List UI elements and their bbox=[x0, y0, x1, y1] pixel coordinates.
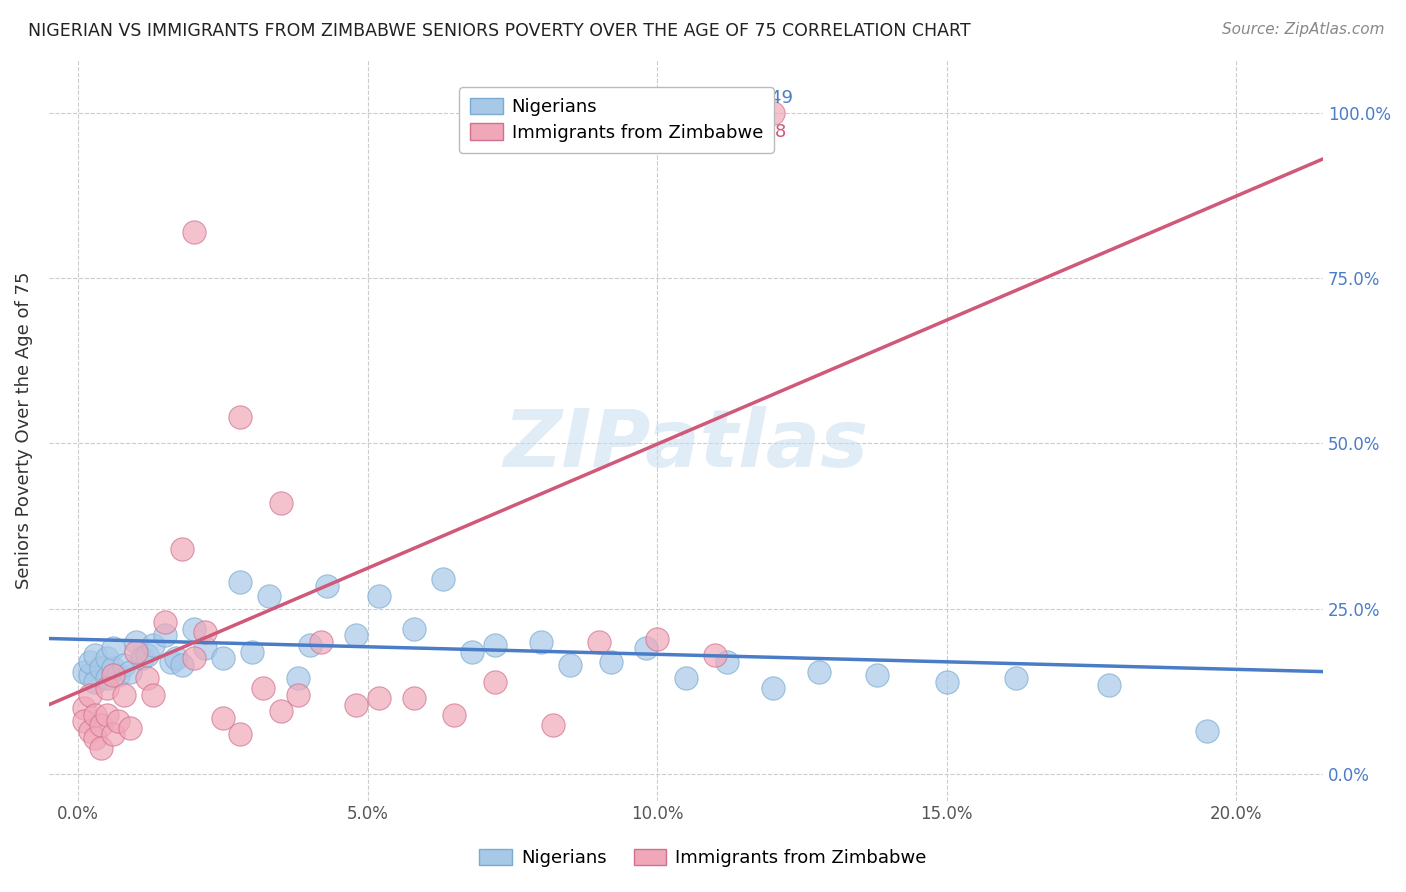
Point bbox=[645, 632, 668, 646]
Point bbox=[96, 707, 118, 722]
Point bbox=[530, 635, 553, 649]
Point bbox=[316, 578, 339, 592]
Legend: Nigerians, Immigrants from Zimbabwe: Nigerians, Immigrants from Zimbabwe bbox=[472, 841, 934, 874]
Text: Source: ZipAtlas.com: Source: ZipAtlas.com bbox=[1222, 22, 1385, 37]
Point bbox=[90, 661, 112, 675]
Point bbox=[96, 671, 118, 685]
Point bbox=[183, 622, 205, 636]
Point bbox=[1197, 724, 1219, 739]
Point bbox=[112, 657, 135, 672]
Point bbox=[142, 688, 165, 702]
Point bbox=[84, 731, 107, 745]
Point bbox=[112, 688, 135, 702]
Point bbox=[402, 691, 425, 706]
Point bbox=[131, 651, 153, 665]
Point bbox=[704, 648, 727, 662]
Point bbox=[101, 641, 124, 656]
Point bbox=[90, 717, 112, 731]
Point bbox=[79, 724, 101, 739]
Point bbox=[402, 622, 425, 636]
Point bbox=[211, 651, 233, 665]
Point bbox=[136, 648, 159, 662]
Point bbox=[808, 665, 831, 679]
Point bbox=[762, 105, 785, 120]
Point bbox=[79, 688, 101, 702]
Point bbox=[762, 681, 785, 695]
Point bbox=[443, 707, 465, 722]
Point bbox=[461, 645, 484, 659]
Point bbox=[172, 542, 194, 557]
Point bbox=[101, 668, 124, 682]
Point bbox=[935, 674, 957, 689]
Legend: Nigerians, Immigrants from Zimbabwe: Nigerians, Immigrants from Zimbabwe bbox=[460, 87, 773, 153]
Y-axis label: Seniors Poverty Over the Age of 75: Seniors Poverty Over the Age of 75 bbox=[15, 271, 32, 589]
Point bbox=[107, 668, 129, 682]
Point bbox=[142, 638, 165, 652]
Point bbox=[84, 674, 107, 689]
Point bbox=[159, 655, 181, 669]
Point bbox=[84, 648, 107, 662]
Text: ZIPatlas: ZIPatlas bbox=[503, 406, 869, 484]
Point bbox=[866, 668, 889, 682]
Point bbox=[240, 645, 263, 659]
Point bbox=[309, 635, 332, 649]
Point bbox=[229, 575, 252, 590]
Point bbox=[101, 727, 124, 741]
Point bbox=[541, 717, 564, 731]
Point bbox=[125, 645, 148, 659]
Text: NIGERIAN VS IMMIGRANTS FROM ZIMBABWE SENIORS POVERTY OVER THE AGE OF 75 CORRELAT: NIGERIAN VS IMMIGRANTS FROM ZIMBABWE SEN… bbox=[28, 22, 970, 40]
Point bbox=[90, 740, 112, 755]
Point bbox=[79, 668, 101, 682]
Point bbox=[125, 635, 148, 649]
Point bbox=[79, 655, 101, 669]
Point bbox=[484, 674, 506, 689]
Point bbox=[344, 628, 367, 642]
Point bbox=[172, 657, 194, 672]
Point bbox=[101, 661, 124, 675]
Point bbox=[194, 641, 217, 656]
Point bbox=[183, 651, 205, 665]
Text: R = -0.151   N = 49: R = -0.151 N = 49 bbox=[616, 89, 793, 107]
Point bbox=[183, 225, 205, 239]
Point bbox=[211, 711, 233, 725]
Point bbox=[1098, 678, 1121, 692]
Point bbox=[136, 671, 159, 685]
Point bbox=[270, 496, 292, 510]
Point bbox=[287, 671, 309, 685]
Point bbox=[588, 635, 610, 649]
Point bbox=[484, 638, 506, 652]
Point bbox=[84, 707, 107, 722]
Point bbox=[432, 572, 454, 586]
Point bbox=[368, 589, 391, 603]
Point bbox=[73, 701, 96, 715]
Point bbox=[716, 655, 738, 669]
Point bbox=[298, 638, 321, 652]
Point bbox=[257, 589, 280, 603]
Point bbox=[229, 727, 252, 741]
Point bbox=[599, 655, 621, 669]
Point bbox=[120, 721, 142, 735]
Point bbox=[344, 698, 367, 712]
Point bbox=[560, 657, 582, 672]
Point bbox=[120, 665, 142, 679]
Point bbox=[1005, 671, 1028, 685]
Text: R = 0.630   N = 38: R = 0.630 N = 38 bbox=[616, 122, 786, 141]
Point bbox=[96, 651, 118, 665]
Point bbox=[153, 628, 176, 642]
Point bbox=[153, 615, 176, 629]
Point bbox=[229, 409, 252, 424]
Point bbox=[96, 681, 118, 695]
Point bbox=[107, 714, 129, 729]
Point bbox=[194, 624, 217, 639]
Point bbox=[252, 681, 274, 695]
Point bbox=[73, 714, 96, 729]
Point bbox=[675, 671, 697, 685]
Point bbox=[287, 688, 309, 702]
Point bbox=[73, 665, 96, 679]
Point bbox=[165, 651, 187, 665]
Point bbox=[270, 704, 292, 718]
Point bbox=[634, 641, 657, 656]
Point bbox=[368, 691, 391, 706]
